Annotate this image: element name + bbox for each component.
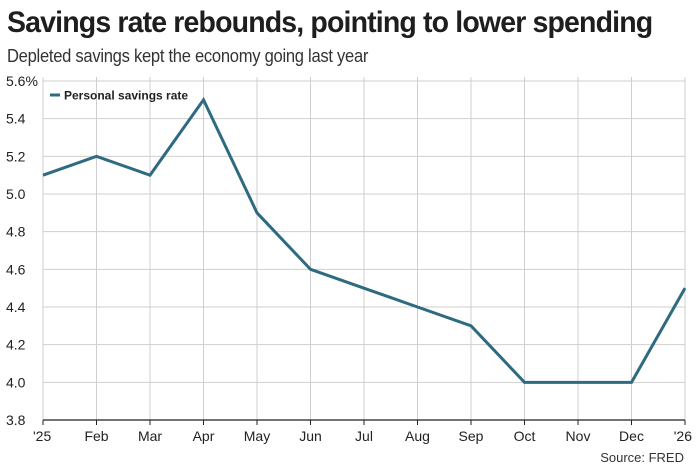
x-tick-label: Nov [566, 428, 591, 444]
x-tick-label: May [244, 428, 270, 444]
chart-subtitle: Depleted savings kept the economy going … [7, 46, 369, 66]
x-tick-label: Oct [514, 428, 536, 444]
y-tick-label: 3.8 [6, 412, 26, 428]
x-tick-label: Jun [299, 428, 322, 444]
y-tick-label: 5.0 [6, 186, 26, 202]
legend-label: Personal savings rate [64, 89, 188, 103]
y-tick-label: 5.6% [6, 73, 38, 89]
y-tick-label: 4.4 [6, 299, 26, 315]
y-tick-label: 4.2 [6, 337, 26, 353]
series [42, 96, 687, 384]
y-tick-label: 5.2 [6, 148, 26, 164]
y-tick-label: 4.0 [6, 374, 26, 390]
chart-title: Savings rate rebounds, pointing to lower… [7, 6, 653, 39]
x-tick-label: Apr [193, 428, 215, 444]
x-tick-label: Jul [355, 428, 373, 444]
x-tick-label: Feb [84, 428, 108, 444]
axes: 3.8 4.0 4.2 4.4 4.6 4.8 5.0 5.2 5.4 5.6% '25 Feb Mar… [6, 73, 692, 444]
grid [42, 77, 686, 420]
x-tick-label: '26 [674, 428, 692, 444]
y-tick-label: 5.4 [6, 111, 26, 127]
legend: Personal savings rate [50, 89, 188, 103]
x-tick-label: Sep [459, 428, 484, 444]
y-tick-label: 4.6 [6, 261, 26, 277]
x-tick-label: Aug [405, 428, 430, 444]
x-tick-label: Dec [619, 428, 644, 444]
series-line-personal-savings-rate [42, 96, 687, 384]
x-tick-label: Mar [138, 428, 162, 444]
y-tick-label: 4.8 [6, 224, 26, 240]
x-tick-label: '25 [33, 428, 51, 444]
source-note: Source: FRED [600, 450, 684, 465]
